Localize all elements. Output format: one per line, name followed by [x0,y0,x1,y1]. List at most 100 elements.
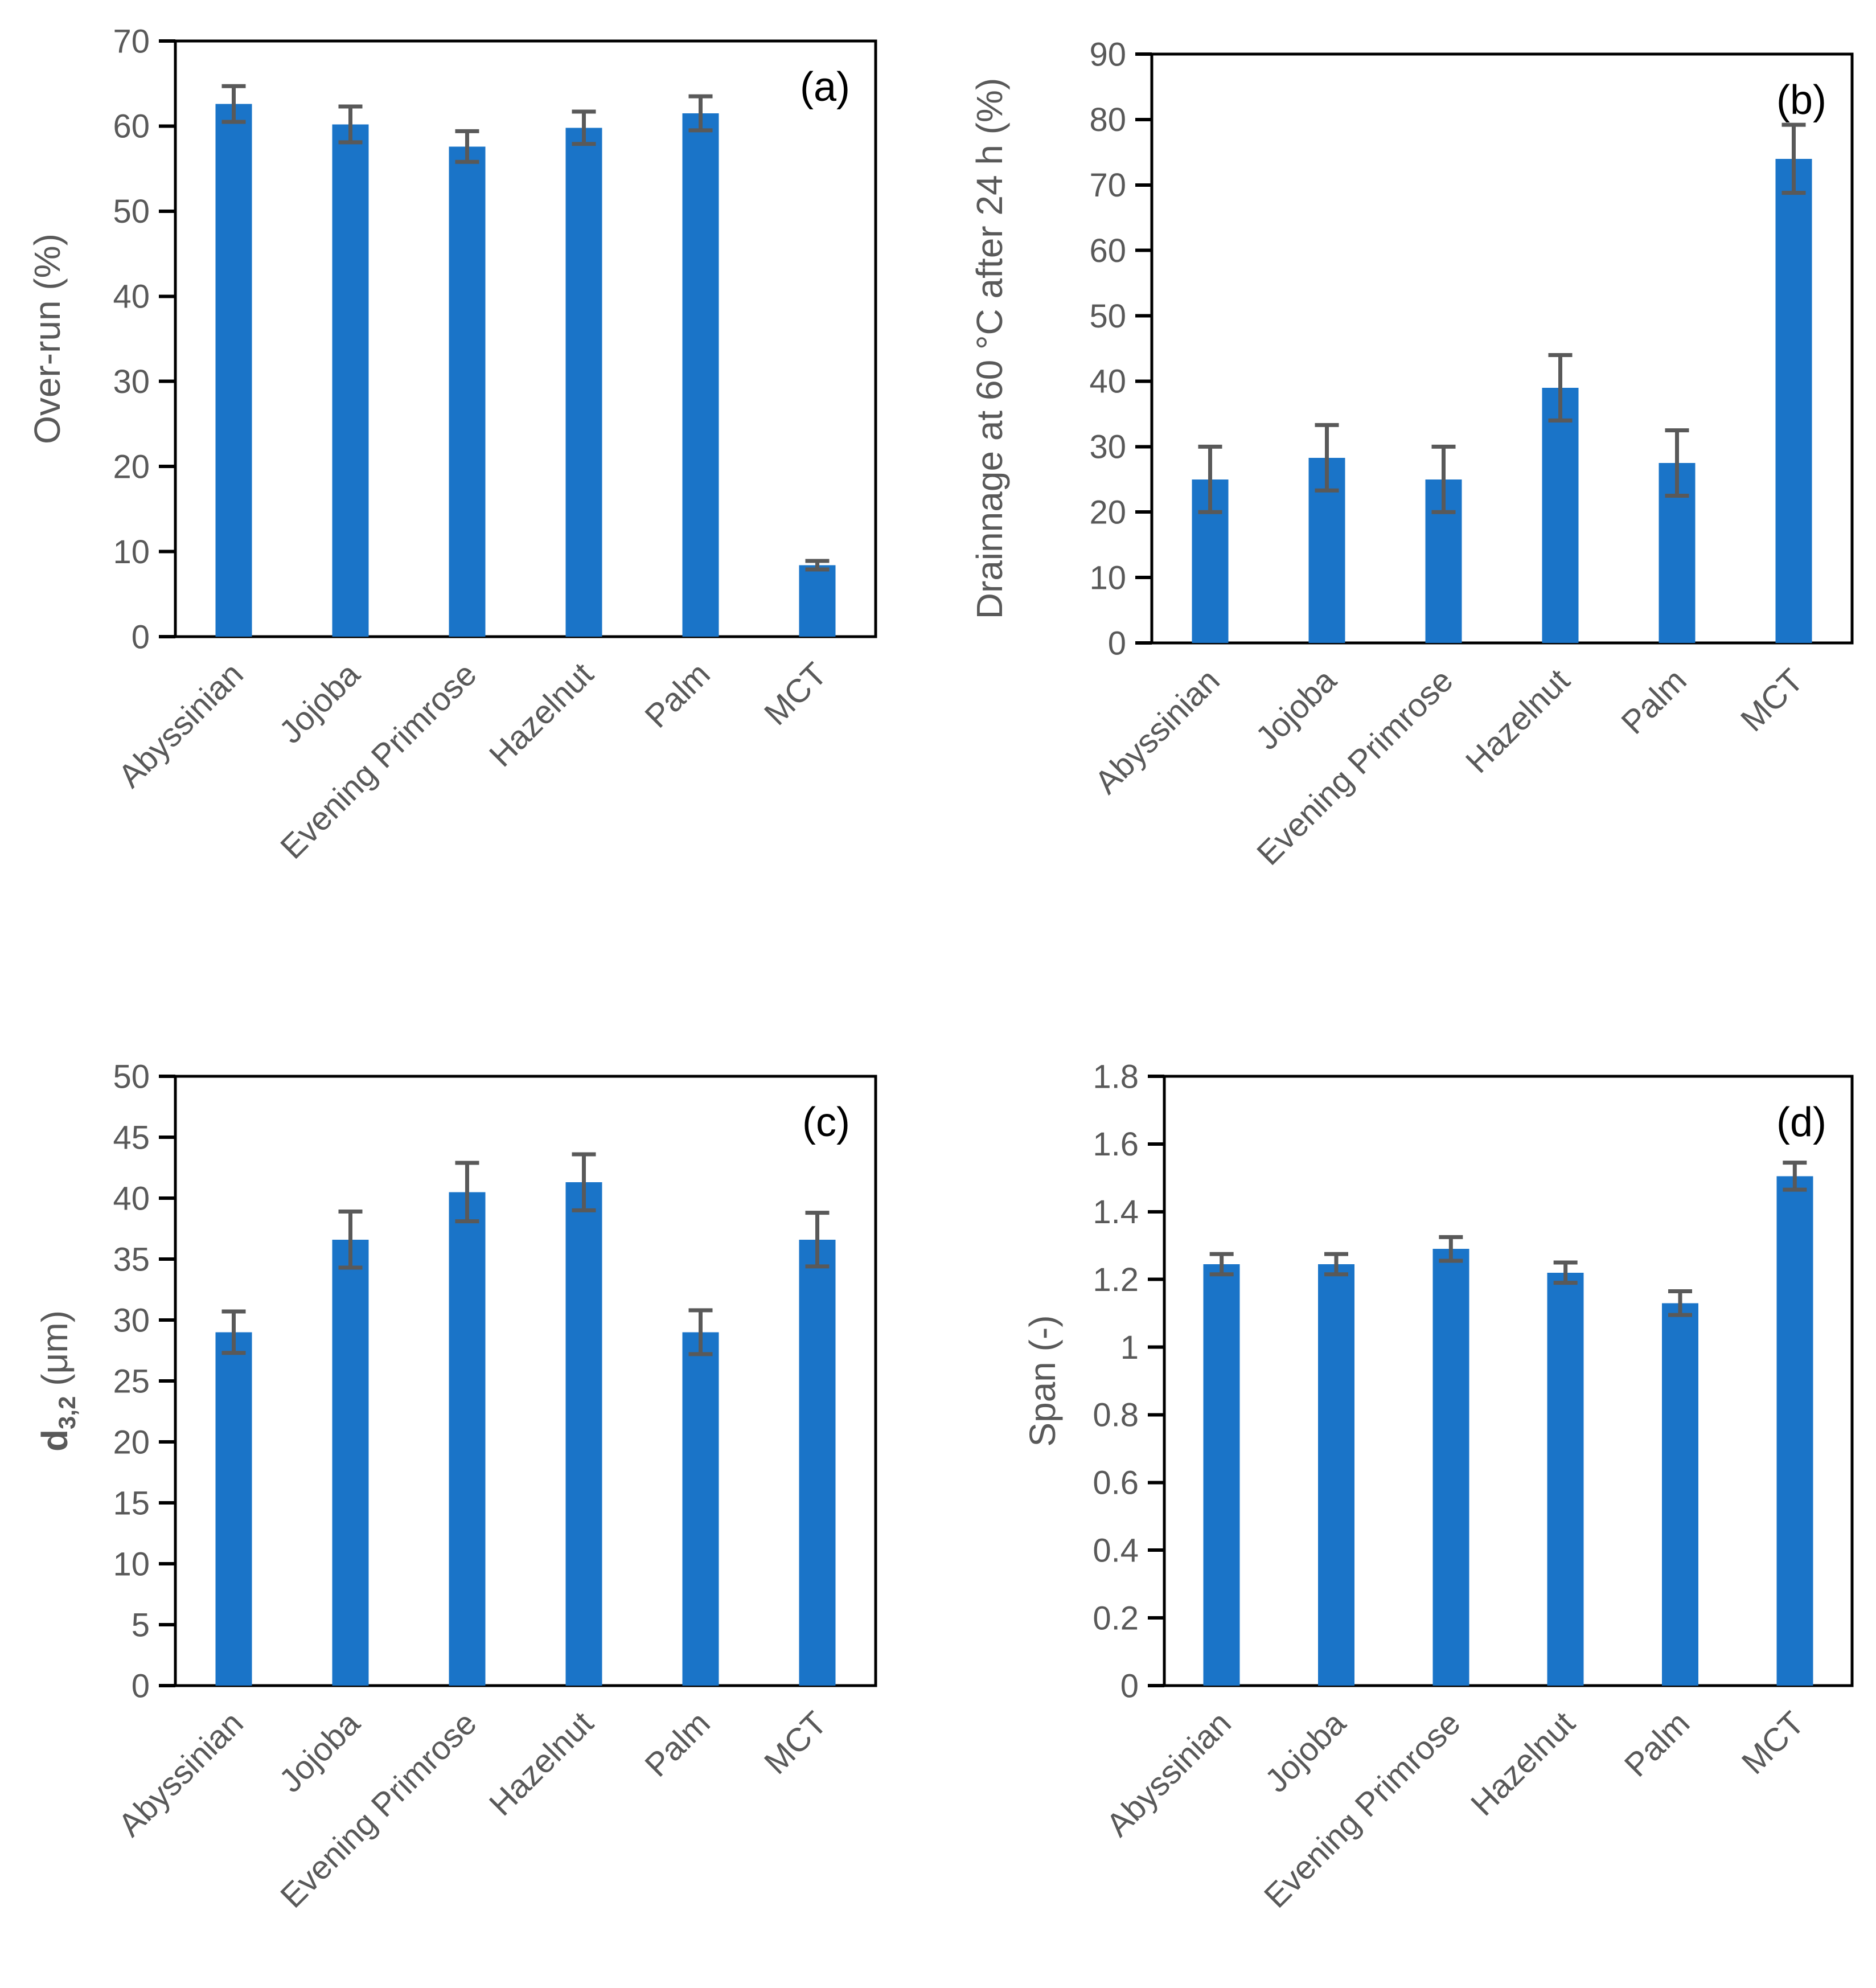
y-tick-label: 80 [1089,101,1126,138]
bar-hazelnut [1542,387,1579,643]
x-category-label: Palm [1618,1704,1697,1784]
x-category-label: Jojoba [272,655,367,751]
y-tick-label: 1 [1120,1329,1139,1366]
y-tick-label: 0 [132,1667,150,1704]
y-tick-label: 40 [1089,363,1126,400]
error-bar [1553,1260,1578,1285]
y-tick-label: 10 [113,534,150,571]
y-tick-label: 70 [113,23,150,60]
x-category-label: Abyssinian [111,655,250,794]
bar-abyssinian [215,1332,252,1686]
y-tick-label: 30 [113,363,150,400]
plot-frame [1163,1075,1854,1687]
error-bar [688,94,713,133]
y-tick-label: 60 [1089,232,1126,269]
error-bar [688,1308,713,1356]
bar-jojoba [332,1239,369,1686]
x-category-label: Evening Primrose [273,1704,484,1915]
y-tick-label: 1.4 [1093,1194,1139,1231]
x-category-label: Hazelnut [1464,1704,1582,1823]
y-tick-label: 50 [113,1058,150,1095]
error-bar [221,1309,246,1355]
error-bar [1198,444,1222,514]
y-tick-label: 0 [1120,1667,1139,1704]
error-bar [1668,1289,1692,1317]
x-category-label: Palm [638,1704,717,1784]
error-bar [805,1211,830,1269]
plot-frame [1150,52,1854,645]
y-tick-label: 0.4 [1093,1532,1139,1569]
bar-abyssinian [215,104,252,637]
y-tick-label: 40 [113,1180,150,1217]
error-bar [455,1161,479,1224]
error-bar [572,1152,596,1212]
y-tick-label: 45 [113,1119,150,1156]
y-tick-label: 30 [1089,429,1126,466]
y-tick-label: 10 [1089,559,1126,596]
bar-mct [799,565,836,637]
bar-palm [682,1332,719,1686]
y-axis-title: Span (-) [1022,1315,1063,1446]
error-bar [805,559,830,572]
y-tick-label: 60 [113,108,150,145]
x-category-label: Evening Primrose [1250,662,1460,872]
bar-mct [1776,1176,1813,1686]
y-tick-label: 1.2 [1093,1261,1139,1298]
bar-evening-primrose [1432,1249,1469,1686]
y-tick-label: 20 [113,1424,150,1461]
x-category-label: Evening Primrose [273,655,484,866]
x-category-label: Abyssinian [111,1704,250,1843]
y-tick-label: 35 [113,1241,150,1278]
error-bar [1783,1161,1807,1192]
x-category-label: Palm [638,655,717,735]
x-category-label: MCT [757,1704,834,1781]
y-tick-label: 50 [113,193,150,230]
y-tick-label: 30 [113,1302,150,1339]
error-bar [572,109,596,146]
y-axis-title: d3,2 (μm) [34,1310,80,1452]
x-category-label: Hazelnut [482,655,601,774]
error-bar [1315,423,1339,493]
bar-jojoba [1318,1264,1354,1686]
error-bar [221,84,246,124]
x-category-label: Abyssinian [1087,662,1226,801]
bar-hazelnut [565,128,602,637]
bar-mct [1775,158,1812,643]
y-tick-label: 0.2 [1093,1600,1139,1637]
bar-abyssinian [1203,1264,1240,1686]
y-tick-label: 0 [132,618,150,655]
y-tick-label: 5 [132,1606,150,1643]
bar-evening-primrose [449,146,486,637]
x-category-label: Palm [1614,662,1693,741]
y-axis-title: Drainnage at 60 °C after 24 h (%) [969,78,1010,620]
plot-frame [174,1075,877,1687]
bar-palm [1662,1303,1698,1686]
error-bar [1439,1235,1463,1263]
bar-palm [682,113,719,637]
y-tick-label: 1.6 [1093,1126,1139,1163]
x-category-label: MCT [1734,662,1811,739]
y-tick-label: 10 [113,1546,150,1583]
panel-b-chart: 0 10 20 30 40 50 60 70 80 90 Drainnage at 60 °C af… [969,36,1854,872]
y-tick-label: 20 [1089,494,1126,531]
plot-frame [174,39,877,638]
x-category-label: MCT [1735,1704,1812,1781]
panel-d-chart: 0 0.2 0.4 0.6 0.8 1 1.2 1.4 1.6 1.8 Span (-) Abyssi… [1022,1058,1854,1915]
y-tick-label: 70 [1089,167,1126,204]
x-category-label: Jojoba [1249,662,1344,757]
error-bar [338,1210,363,1270]
error-bar [338,104,363,145]
x-category-label: MCT [757,655,834,732]
x-category-label: Jojoba [272,1704,367,1800]
y-tick-label: 40 [113,278,150,315]
bar-hazelnut [1547,1272,1584,1686]
panel-letter: (b) [1776,77,1826,123]
y-tick-label: 0.8 [1093,1397,1139,1434]
x-category-label: Hazelnut [1459,662,1577,780]
y-tick-label: 1.8 [1093,1058,1139,1095]
x-category-label: Hazelnut [482,1704,601,1823]
y-tick-label: 15 [113,1485,150,1522]
bar-hazelnut [565,1182,602,1686]
bar-jojoba [332,124,369,637]
